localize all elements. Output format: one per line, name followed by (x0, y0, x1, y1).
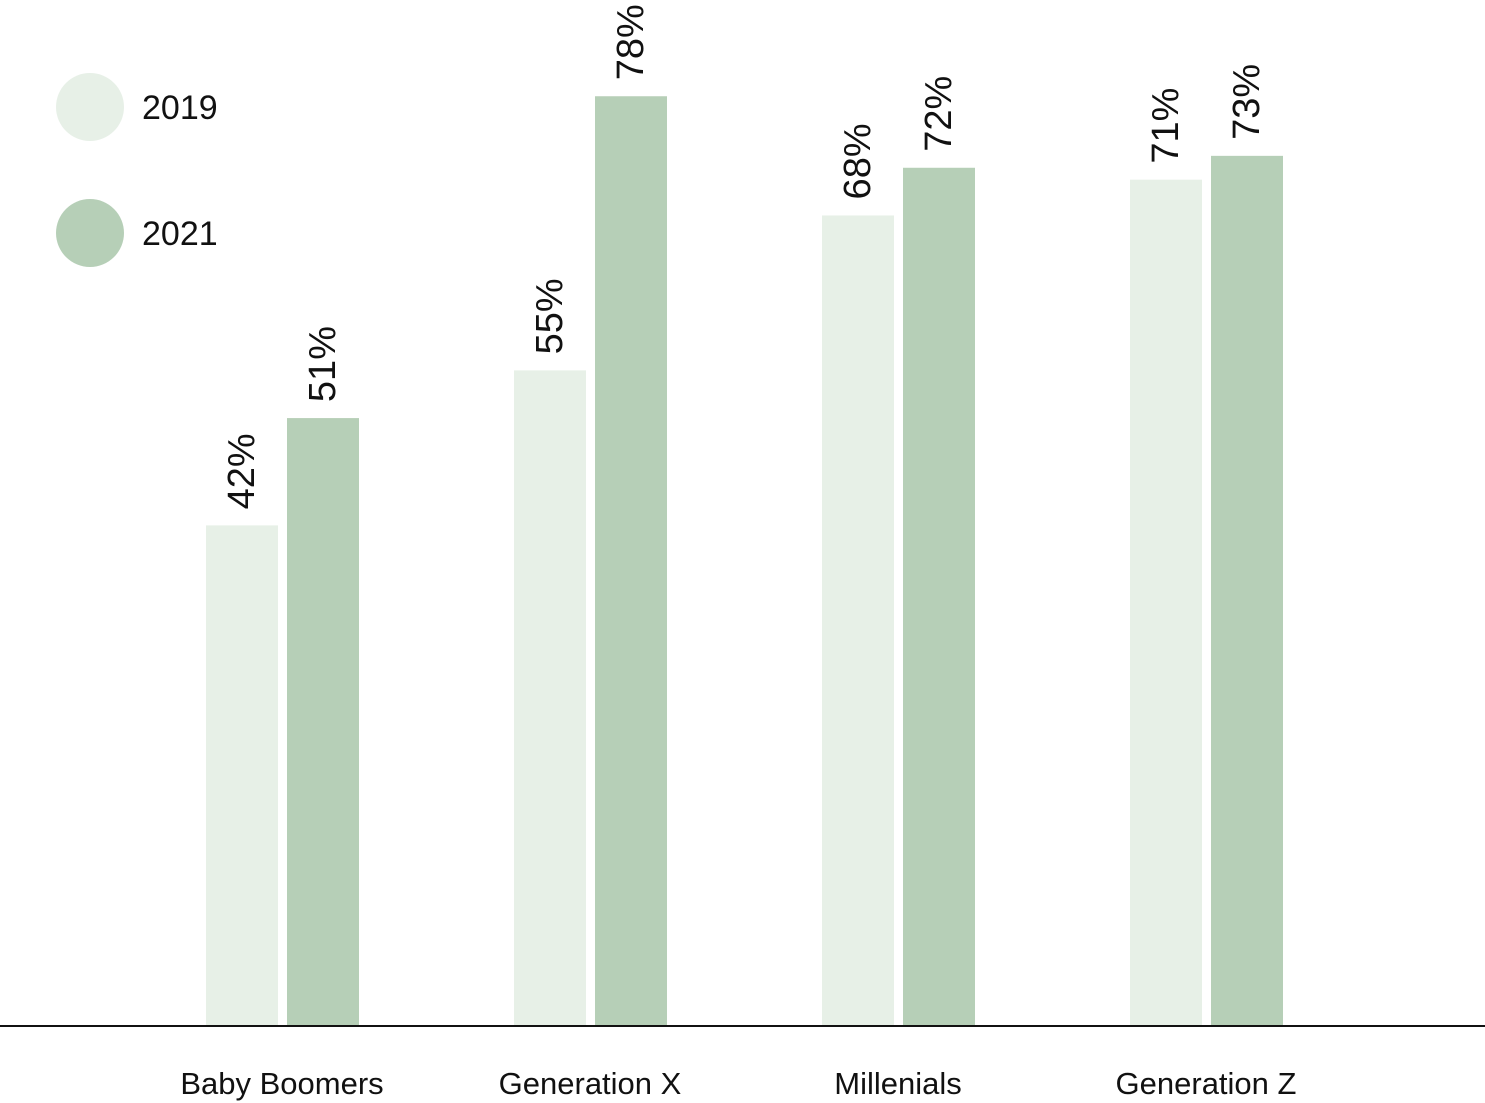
bar-2021-millenials (903, 167, 975, 1026)
bar-2019-generation-z (1130, 179, 1202, 1026)
value-label: 72% (918, 76, 960, 152)
category-label: Generation Z (1116, 1066, 1297, 1101)
bar-2019-millenials (822, 215, 894, 1026)
value-label: 73% (1226, 64, 1268, 140)
bar-2019-baby-boomers (206, 525, 278, 1026)
legend-label-2019: 2019 (142, 89, 218, 127)
legend-swatch-2021 (56, 199, 124, 267)
value-label: 68% (837, 123, 879, 199)
bar-2019-generation-x (514, 370, 586, 1026)
value-labels-group: 42% 55% 68% 71% 51% 78% 72% 73% (221, 4, 1268, 509)
value-label: 55% (529, 278, 571, 354)
value-label: 78% (610, 4, 652, 80)
legend-label-2021: 2021 (142, 215, 218, 253)
bars-group (206, 96, 1283, 1027)
value-label: 42% (221, 433, 263, 509)
category-labels-group: Baby Boomers Generation X Millenials Genera… (180, 1066, 1296, 1101)
category-label: Millenials (834, 1066, 961, 1101)
category-label: Baby Boomers (180, 1066, 383, 1101)
legend-swatch-2019 (56, 73, 124, 141)
bar-2021-baby-boomers (287, 418, 359, 1027)
legend: 2019 2021 (56, 73, 218, 267)
value-label: 71% (1145, 88, 1187, 164)
bar-2021-generation-z (1211, 155, 1283, 1027)
bar-2021-generation-x (595, 96, 667, 1027)
category-label: Generation X (499, 1066, 682, 1101)
value-label: 51% (302, 326, 344, 402)
